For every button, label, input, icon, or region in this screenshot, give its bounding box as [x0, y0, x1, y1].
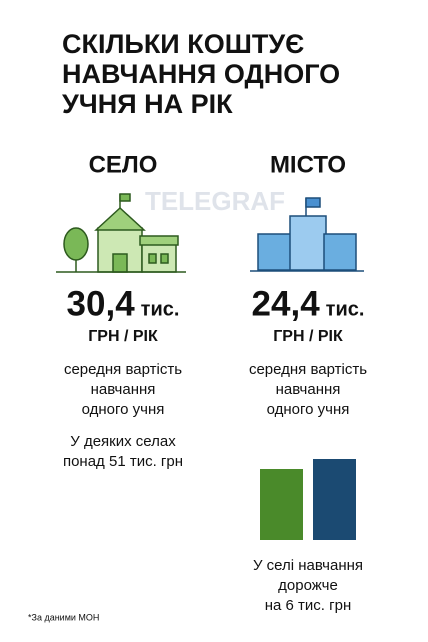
chart-note: на 6 тис. грн [265, 597, 351, 614]
city-icon [250, 197, 364, 272]
chart-note: У селі навчання [253, 557, 363, 574]
bar [260, 469, 303, 540]
amount-unit: тис. [141, 298, 180, 320]
title-line: НАВЧАННЯ ОДНОГО [62, 59, 340, 89]
title-line: УЧНЯ НА РІК [62, 89, 233, 119]
footnote: *За даними МОН [28, 612, 99, 622]
description: середня вартість [249, 361, 367, 378]
bar [313, 459, 356, 540]
description: одного учня [82, 401, 165, 418]
village-icon [56, 193, 186, 273]
description: одного учня [267, 401, 350, 418]
village-note: У деяких селах [70, 433, 176, 450]
chart-note: дорожче [278, 577, 338, 594]
amount-unit: тис. [326, 298, 365, 320]
amount: 24,4 [252, 284, 321, 323]
per-year: ГРН / РІК [88, 328, 158, 345]
city-heading: МІСТО [270, 151, 346, 178]
title-line: СКІЛЬКИ КОШТУЄ [62, 29, 304, 59]
description: навчання [91, 381, 156, 398]
description: середня вартість [64, 361, 182, 378]
watermark: TELEGRAF [145, 186, 285, 216]
description: навчання [276, 381, 341, 398]
village-heading: СЕЛО [89, 151, 158, 178]
village-note: понад 51 тис. грн [63, 453, 183, 470]
amount: 30,4 [67, 284, 136, 323]
per-year: ГРН / РІК [273, 328, 343, 345]
